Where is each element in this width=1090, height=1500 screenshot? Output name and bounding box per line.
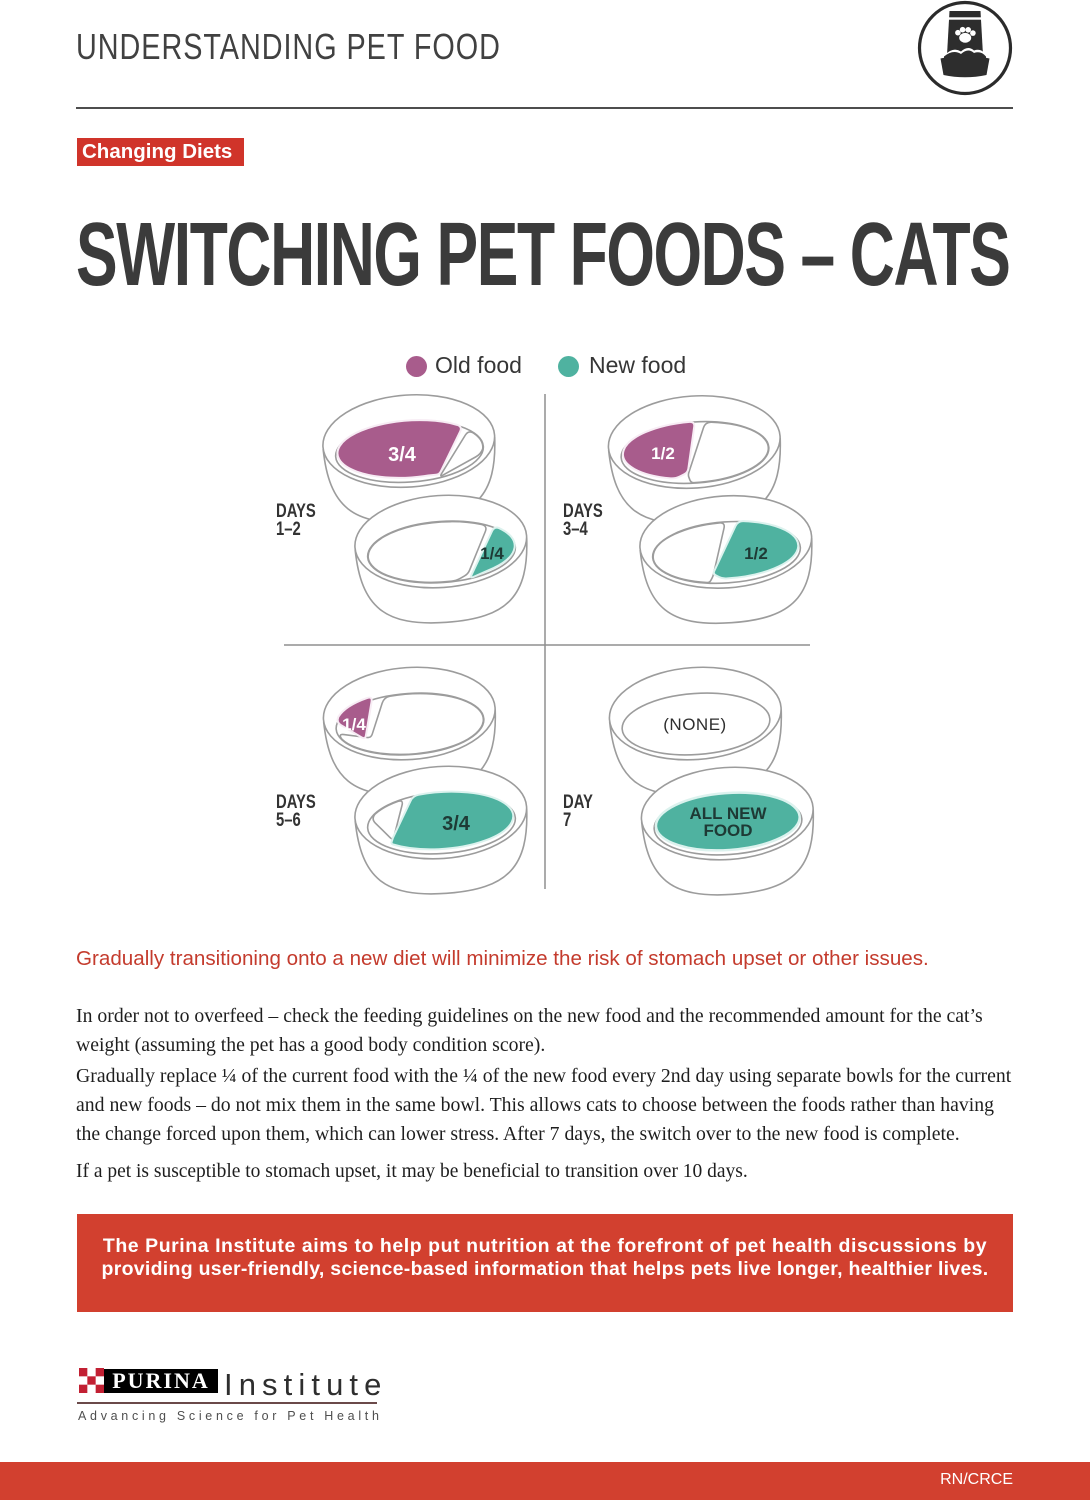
svg-text:FOOD: FOOD [703, 821, 752, 840]
svg-text:ALL NEW: ALL NEW [689, 804, 767, 823]
svg-text:3/4: 3/4 [388, 444, 417, 466]
svg-text:1/4: 1/4 [480, 544, 504, 563]
svg-text:1/4: 1/4 [342, 715, 366, 734]
svg-text:3/4: 3/4 [442, 813, 471, 835]
svg-text:1/2: 1/2 [651, 444, 675, 463]
svg-text:(NONE): (NONE) [663, 715, 726, 734]
svg-text:1/2: 1/2 [744, 544, 768, 563]
